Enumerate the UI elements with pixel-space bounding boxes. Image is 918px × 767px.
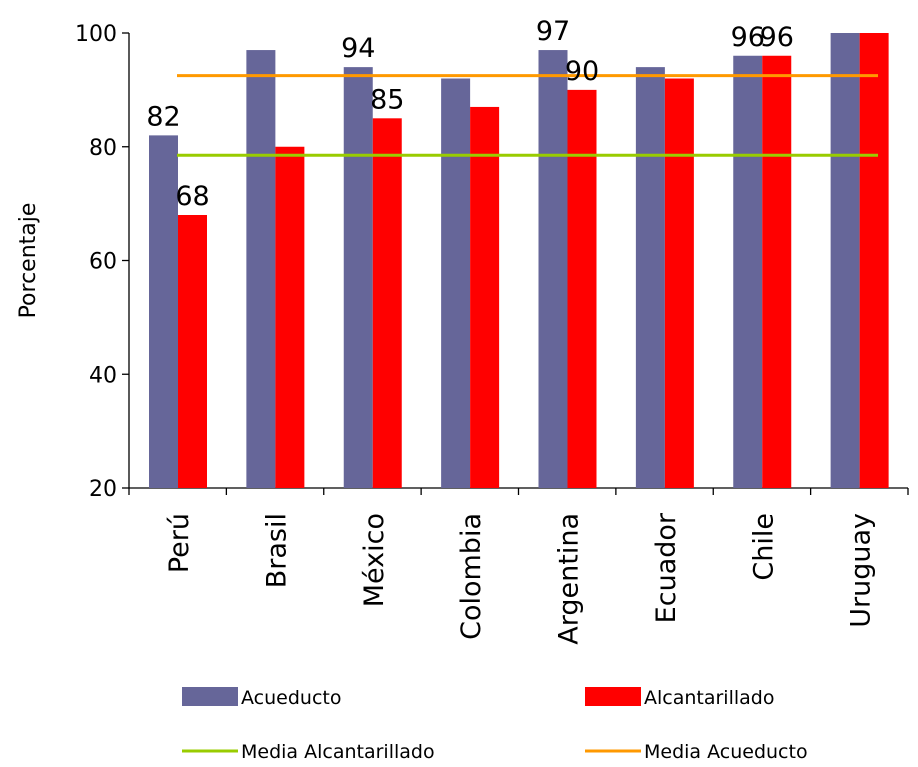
bar-alcantarillado: [178, 215, 207, 488]
legend-media-acueducto-label: Media Acueducto: [644, 741, 808, 763]
x-category-label: Argentina: [554, 513, 585, 645]
bar-alcantarillado: [275, 146, 305, 488]
bar-acueducto: [343, 67, 373, 488]
x-category-label: Colombia: [456, 513, 487, 640]
bar-acueducto: [149, 135, 178, 488]
x-category-label: Perú: [164, 513, 195, 573]
bar-alcantarillado: [470, 106, 500, 488]
bar-alcantarillado: [567, 89, 597, 488]
bar-acueducto: [635, 67, 665, 488]
legend-acueducto-swatch: [182, 687, 238, 706]
y-tick-label: 40: [89, 363, 117, 388]
bar-alcantarillado: [859, 33, 889, 488]
bar-acueducto: [830, 33, 860, 488]
legend-acueducto-label: Acueducto: [241, 687, 341, 709]
data-label: 97: [536, 16, 570, 47]
data-label: 82: [146, 101, 180, 132]
y-tick-label: 20: [89, 477, 117, 502]
bar-acueducto: [538, 50, 568, 488]
bar-acueducto: [733, 55, 763, 488]
y-tick-label: 100: [75, 22, 117, 47]
x-category-label: Ecuador: [651, 512, 682, 623]
legend-alcantarillado-swatch: [585, 687, 641, 706]
y-tick-label: 80: [89, 136, 117, 161]
data-label: 85: [370, 84, 404, 115]
legend-media-alcantarillado-label: Media Alcantarillado: [241, 741, 435, 763]
y-axis-title: Porcentaje: [16, 203, 41, 319]
bar-alcantarillado: [762, 55, 792, 488]
data-label: 90: [565, 56, 599, 87]
data-label: 94: [341, 33, 375, 64]
data-label: 68: [175, 181, 209, 212]
data-label: 96: [731, 22, 765, 53]
x-category-label: Brasil: [261, 513, 292, 588]
bar-acueducto: [441, 78, 471, 488]
data-label: 96: [760, 22, 794, 53]
y-tick-label: 60: [89, 250, 117, 275]
x-category-label: Uruguay: [846, 513, 877, 628]
x-category-label: México: [359, 513, 390, 607]
bar-alcantarillado: [372, 118, 402, 488]
legend-alcantarillado-label: Alcantarillado: [644, 687, 774, 709]
x-category-label: Chile: [748, 513, 779, 581]
bar-acueducto: [246, 50, 276, 488]
bar-alcantarillado: [664, 78, 694, 488]
